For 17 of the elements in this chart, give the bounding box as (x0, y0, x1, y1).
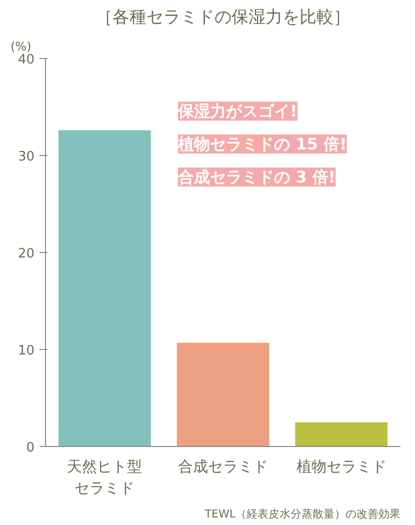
y-tick-label: 0 (26, 440, 35, 456)
chart-title: ［各種セラミドの保湿力を比較］ (96, 8, 350, 28)
x-tick-label: 植物セラミド (296, 458, 386, 476)
annotation: 保湿力がスゴイ! (177, 102, 298, 121)
text: TEWL（経表皮水分蒸散量）の改善効果 (204, 508, 401, 520)
y-axis-title: (%) (10, 40, 32, 54)
x-tick-label: 合成セラミド (178, 458, 268, 476)
x-tick-label: 天然ヒト型セラミド (67, 458, 142, 498)
annotation: 植物セラミドの 15 倍! (177, 134, 347, 154)
y-tick-label: 30 (18, 150, 35, 164)
annotation: 合成セラミドの 3 倍! (177, 168, 336, 187)
y-tick-label: 10 (18, 344, 35, 358)
bar (58, 130, 151, 446)
bar (176, 342, 270, 446)
y-tick-label: 40 (18, 52, 35, 68)
bar (295, 422, 388, 446)
y-tick-label: 20 (18, 246, 35, 262)
